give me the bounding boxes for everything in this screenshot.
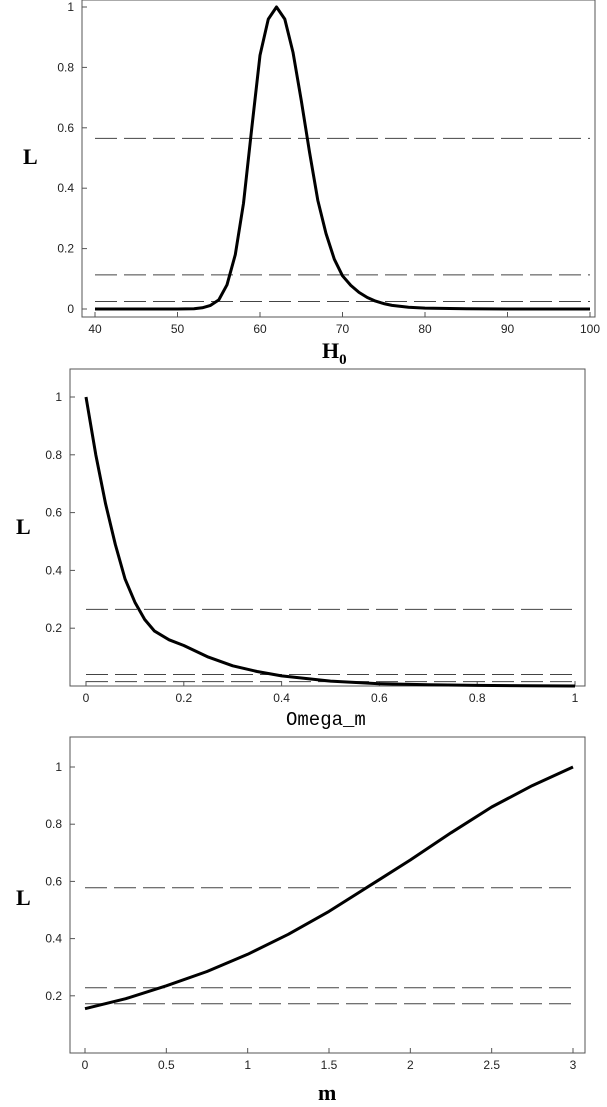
y-tick-label-m-1: 0.4 (45, 932, 62, 946)
x-tick-label-h0-1: 50 (171, 322, 185, 336)
x-tick-label-omega-m-1: 0.2 (175, 691, 192, 705)
y-tick-label-m-2: 0.6 (45, 874, 62, 888)
y-tick-label-omega-m-0: 0.2 (45, 621, 62, 635)
x-tick-label-m-1: 0.5 (158, 1058, 175, 1072)
panel-m: 0 0.5 1 1.5 2 2.5 3 0.2 0.4 0.6 0.8 1 L m (16, 736, 586, 1105)
y-tick-label-omega-m-1: 0.4 (45, 563, 62, 577)
x-tick-label-h0-3: 70 (336, 322, 350, 336)
x-tick-label-omega-m-0: 0 (83, 691, 90, 705)
y-tick-label-h0-4: 0.8 (57, 60, 74, 74)
y-tick-label-m-4: 1 (55, 760, 62, 774)
y-tick-label-m-0: 0.2 (45, 989, 62, 1003)
x-tick-label-h0-6: 100 (580, 322, 600, 336)
x-tick-label-h0-2: 60 (253, 322, 267, 336)
y-tick-label-m-3: 0.8 (45, 817, 62, 831)
y-tick-label-omega-m-4: 1 (55, 390, 62, 404)
likelihood-curve-omega-m (84, 396, 576, 688)
hlines-omega-m (86, 608, 575, 683)
x-axis-label-omega-m: Omega_m (286, 709, 366, 731)
likelihood-curve-h0 (95, 5, 590, 311)
x-tick-label-h0-4: 80 (418, 322, 432, 336)
likelihood-curve-m (84, 765, 574, 1011)
y-axis-label-omega-m: L (16, 514, 31, 539)
y-tick-label-h0-0: 0 (67, 302, 74, 316)
plot-frame-omega-m (69, 368, 586, 687)
hlines-m (85, 887, 573, 1005)
x-tick-label-omega-m-2: 0.4 (273, 691, 290, 705)
y-tick-label-h0-1: 0.2 (57, 242, 74, 256)
y-tick-label-omega-m-3: 0.8 (45, 448, 62, 462)
x-tick-label-omega-m-4: 0.8 (469, 691, 486, 705)
y-axis-label-h0: L (23, 144, 38, 169)
x-tick-label-m-0: 0 (82, 1058, 89, 1072)
x-axis-label-main-h0: H (322, 338, 339, 363)
plot-frame-m (69, 736, 586, 1054)
x-tick-label-h0-0: 40 (88, 322, 102, 336)
x-tick-label-m-3: 1.5 (321, 1058, 338, 1072)
ticks-omega-m: 0 0.2 0.4 0.6 0.8 1 0.2 0.4 0.6 0.8 1 (45, 390, 578, 705)
x-tick-label-m-5: 2.5 (483, 1058, 500, 1072)
y-tick-label-h0-3: 0.6 (57, 121, 74, 135)
plot-frame-h0 (81, 0, 596, 318)
x-tick-label-m-4: 2 (407, 1058, 414, 1072)
panel-omega-m: 0 0.2 0.4 0.6 0.8 1 0.2 0.4 0.6 0.8 1 L Omega_m (16, 368, 586, 731)
x-axis-label-m: m (318, 1080, 336, 1105)
x-axis-label-h0: H0 (322, 338, 347, 368)
y-tick-label-omega-m-2: 0.6 (45, 506, 62, 520)
x-tick-label-omega-m-3: 0.6 (371, 691, 388, 705)
ticks-m: 0 0.5 1 1.5 2 2.5 3 0.2 0.4 0.6 0.8 1 (45, 760, 576, 1072)
y-tick-label-h0-5: 1 (67, 0, 74, 14)
y-axis-label-m: L (16, 885, 31, 910)
x-tick-label-m-6: 3 (570, 1058, 577, 1072)
ticks-h0: 40 50 60 70 80 90 100 0 0.2 0.4 0.6 0.8 1 (57, 0, 600, 336)
x-tick-label-omega-m-5: 1 (572, 691, 579, 705)
x-axis-label-subscript-h0: 0 (339, 352, 347, 368)
x-tick-label-m-2: 1 (244, 1058, 251, 1072)
x-tick-label-h0-5: 90 (501, 322, 515, 336)
y-tick-label-h0-2: 0.4 (57, 181, 74, 195)
